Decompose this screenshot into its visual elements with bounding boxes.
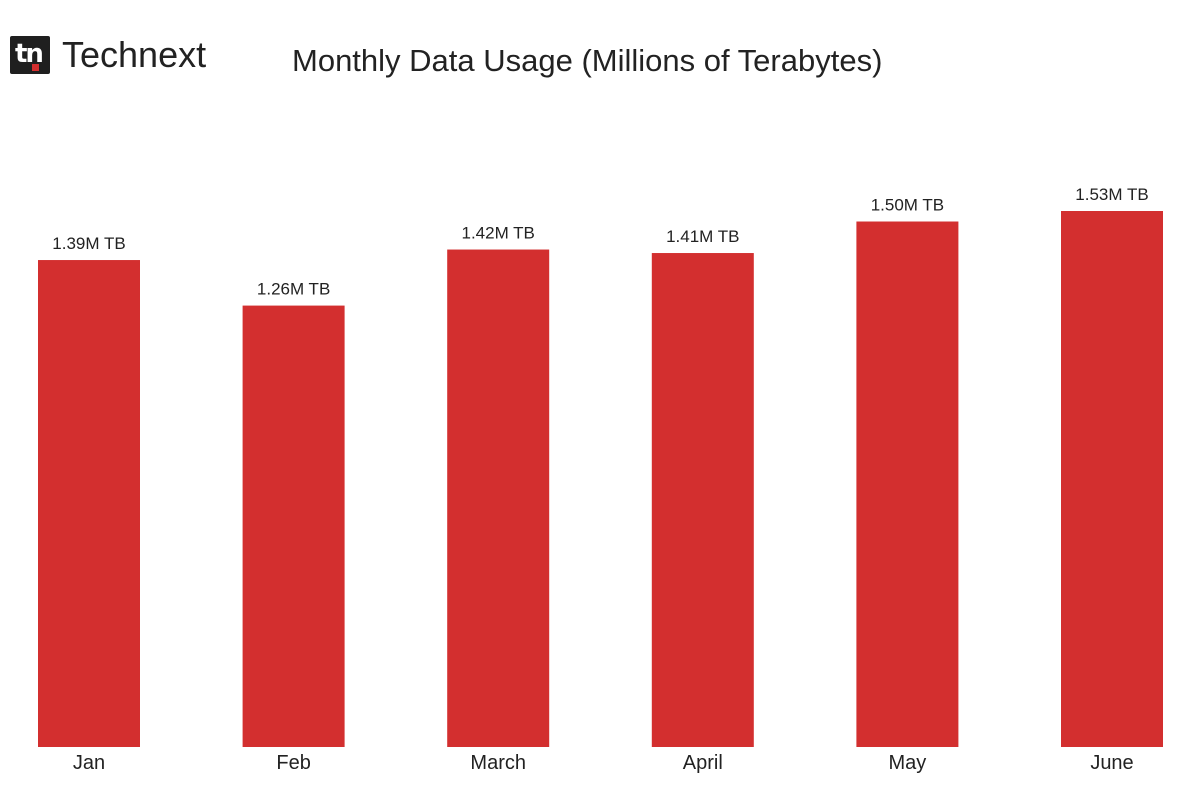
value-labels-group: 1.39M TB 1.26M TB 1.42M TB 1.41M TB 1.50M TB…: [52, 185, 1148, 299]
technext-logo-icon: tn: [10, 36, 50, 74]
bar-jan: [38, 260, 140, 747]
value-label-march: 1.42M TB: [462, 224, 535, 243]
brand-name: Technext: [62, 34, 207, 75]
value-label-jan: 1.39M TB: [52, 234, 125, 253]
bar-april: [651, 253, 754, 747]
value-label-may: 1.50M TB: [871, 196, 944, 215]
category-labels-group: Jan Feb March April May June: [73, 752, 1134, 774]
category-label-jan: Jan: [73, 752, 105, 774]
chart-title: Monthly Data Usage (Millions of Terabyte…: [292, 43, 883, 78]
value-label-feb: 1.26M TB: [257, 280, 330, 299]
bars-group: [38, 211, 1163, 747]
bar-march: [447, 249, 550, 747]
logo-mark: tn: [15, 39, 44, 69]
bar-june: [1061, 211, 1163, 747]
category-label-march: March: [470, 752, 526, 774]
category-label-may: May: [889, 752, 927, 774]
brand: tn Technext: [10, 36, 206, 74]
value-label-april: 1.41M TB: [666, 227, 739, 246]
category-label-feb: Feb: [276, 752, 310, 774]
category-label-april: April: [683, 752, 723, 774]
bar-feb: [242, 305, 345, 747]
category-label-june: June: [1090, 752, 1133, 774]
logo-dot: [32, 64, 39, 71]
bar-may: [856, 221, 959, 747]
value-label-june: 1.53M TB: [1075, 185, 1148, 204]
